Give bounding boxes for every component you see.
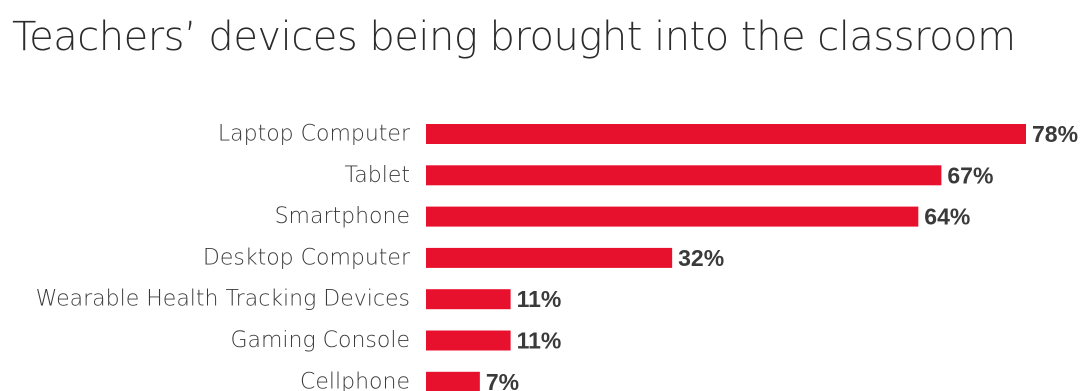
category-label: Desktop Computer (203, 245, 411, 270)
category-label: Wearable Health Tracking Devices (36, 287, 410, 312)
value-label: 67% (947, 162, 993, 188)
category-label: Gaming Console (230, 328, 410, 353)
bar (426, 165, 942, 186)
value-label: 7% (486, 369, 519, 391)
bar (426, 289, 511, 310)
value-label: 64% (924, 204, 970, 230)
chart-title: Teachers’ devices being brought into the… (12, 14, 1016, 60)
bar (426, 124, 1026, 144)
value-label: 78% (1032, 121, 1078, 147)
category-label: Smartphone (275, 204, 410, 229)
bars-group: Laptop Computer 78% Tablet 67% Smartphone 64%… (36, 121, 1078, 391)
value-label: 11% (517, 328, 562, 354)
category-label: Cellphone (300, 369, 410, 391)
bar (426, 206, 919, 227)
category-label: Laptop Computer (218, 122, 411, 147)
value-label: 32% (678, 245, 724, 271)
bar (426, 330, 511, 351)
category-label: Tablet (344, 163, 410, 188)
value-label: 11% (517, 286, 562, 312)
bar (426, 371, 480, 391)
bar (426, 247, 673, 268)
